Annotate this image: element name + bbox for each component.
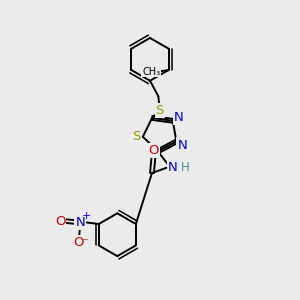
Text: N: N xyxy=(76,216,85,229)
Text: CH₃: CH₃ xyxy=(142,67,160,76)
Text: +: + xyxy=(82,211,91,221)
Text: N: N xyxy=(174,111,184,124)
Text: N: N xyxy=(178,139,187,152)
Text: H: H xyxy=(181,160,190,174)
Text: S: S xyxy=(156,104,164,117)
Text: S: S xyxy=(132,130,140,143)
Text: O: O xyxy=(148,144,159,157)
Text: ⁻: ⁻ xyxy=(82,236,88,249)
Text: O: O xyxy=(74,236,84,249)
Text: N: N xyxy=(168,160,178,174)
Text: O: O xyxy=(55,214,65,227)
